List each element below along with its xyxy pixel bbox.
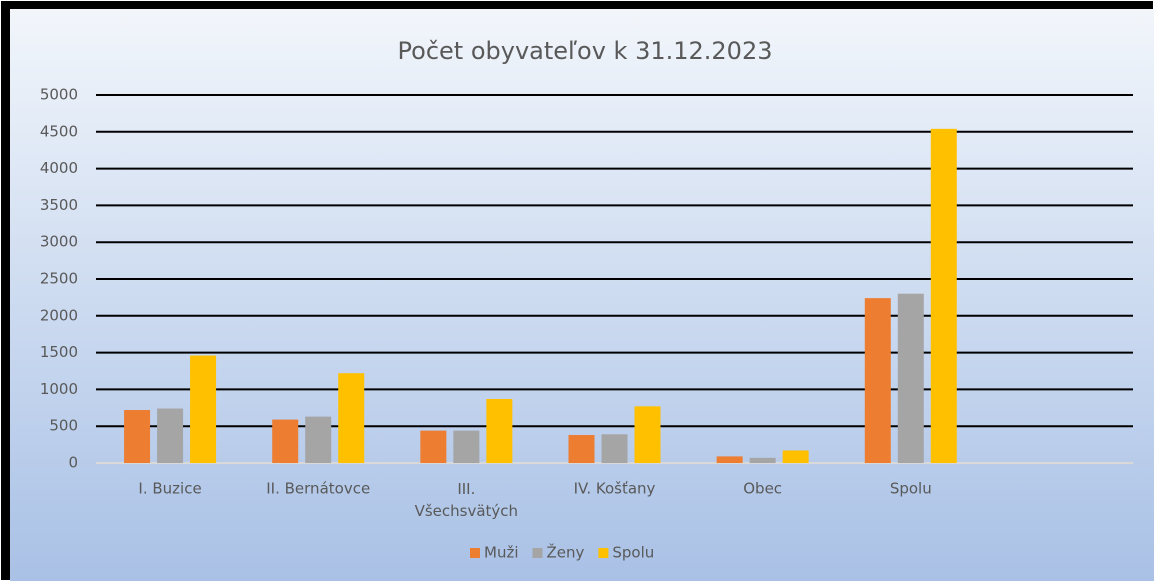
y-tick-label: 2000 <box>40 306 78 324</box>
y-tick-label: 1500 <box>40 343 78 361</box>
bar <box>897 293 924 463</box>
legend-label: Spolu <box>612 544 654 562</box>
y-tick-label: 2500 <box>40 270 78 288</box>
bar <box>782 450 809 463</box>
x-tick-label: IV. Košťany <box>574 480 656 498</box>
x-tick-label: Spolu <box>890 480 932 498</box>
y-tick-label: 500 <box>49 417 78 435</box>
bar <box>305 416 332 463</box>
y-tick-label: 1000 <box>40 380 78 398</box>
bar <box>453 430 480 463</box>
legend-swatch <box>470 548 480 558</box>
bar <box>864 298 891 463</box>
bar <box>157 408 184 463</box>
bar <box>338 373 365 463</box>
y-tick-label: 3500 <box>40 196 78 214</box>
bar <box>716 456 743 463</box>
chart-background <box>10 9 1154 581</box>
bar <box>124 410 151 463</box>
y-tick-label: 0 <box>68 454 78 472</box>
bar <box>634 406 661 463</box>
bar <box>568 435 595 463</box>
bar <box>420 430 447 463</box>
y-tick-label: 4500 <box>40 122 78 140</box>
bar <box>601 434 628 463</box>
bar <box>486 398 513 463</box>
y-tick-label: 4000 <box>40 159 78 177</box>
legend-label: Muži <box>484 544 519 562</box>
x-tick-label: II. Bernátovce <box>266 480 370 498</box>
y-tick-label: 5000 <box>40 86 78 104</box>
x-tick-label-line: III. <box>457 480 475 498</box>
x-tick-label: Obec <box>743 480 782 498</box>
x-tick-label: III. Všechsvätých <box>415 480 518 520</box>
bar <box>749 457 776 463</box>
legend-swatch <box>598 548 609 558</box>
bar <box>930 128 957 463</box>
bar <box>272 419 299 463</box>
bar <box>190 355 217 463</box>
chart-title: Počet obyvateľov k 31.12.2023 <box>398 37 773 65</box>
y-tick-label: 3000 <box>40 233 78 251</box>
legend-label: Ženy <box>547 543 585 562</box>
x-tick-label-line: Všechsvätých <box>415 502 518 520</box>
legend-swatch <box>532 548 543 558</box>
x-tick-label: I. Buzice <box>138 480 201 498</box>
